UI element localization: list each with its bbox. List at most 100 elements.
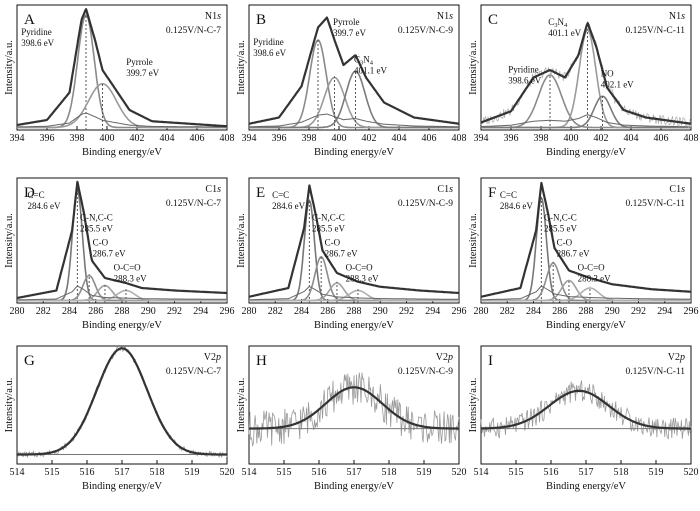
peak-value-label: 398.6 eV <box>253 48 286 58</box>
panel-letter: E <box>256 185 265 201</box>
background-line <box>480 285 691 301</box>
x-tick-label: 282 <box>36 306 51 317</box>
y-axis-label: Intensity/a.u. <box>4 40 15 95</box>
x-tick-label: 520 <box>684 467 699 478</box>
x-tick-label: 517 <box>579 467 594 478</box>
y-axis-label: Intensity/a.u. <box>236 378 247 433</box>
x-tick-label: 394 <box>242 133 257 144</box>
sample-label: 0.125V/N-C-7 <box>166 199 221 209</box>
x-tick-label: 520 <box>452 467 467 478</box>
peak-value-label: 401.1 eV <box>354 66 387 76</box>
plot-frame <box>16 4 228 131</box>
peak-value-label: 288.3 eV <box>578 274 611 284</box>
peak-value-label: 284.6 eV <box>28 201 61 211</box>
panel-letter: B <box>256 12 266 28</box>
peak-name-label: Pyridine <box>21 27 52 37</box>
peak-name-label: C=C <box>500 190 517 200</box>
y-axis-label: Intensity/a.u. <box>468 213 479 268</box>
panel-H: 514 515 516 517 518 519 520 Binding energy/eV In… <box>236 345 467 492</box>
plot-frame <box>480 4 692 131</box>
y-axis-label: Intensity/a.u. <box>4 213 15 268</box>
panel-C: 394 396 398 400 402 404 406 408 Binding energy/e… <box>468 4 699 158</box>
envelope-line <box>16 8 228 128</box>
x-tick-label: 518 <box>150 467 165 478</box>
spectrum-label: N1s <box>205 11 221 22</box>
x-tick-label: 296 <box>220 306 235 317</box>
x-tick-label: 402 <box>594 133 609 144</box>
sample-label: 0.125V/N-C-11 <box>625 367 685 377</box>
panel-letter: I <box>488 353 493 369</box>
x-tick-label: 286 <box>88 306 103 317</box>
x-tick-label: 406 <box>422 133 437 144</box>
raw-data-line <box>480 380 692 440</box>
peak-name-label: C-O <box>557 238 573 248</box>
sample-label: 0.125V/N-C-11 <box>625 199 685 209</box>
background-line <box>481 114 692 128</box>
x-tick-label: 404 <box>392 133 407 144</box>
spectrum-label: V2p <box>436 352 453 363</box>
peak-name-label: C=C <box>28 190 45 200</box>
panel-E: 280 282 284 286 288 290 292 294 296 Binding energ… <box>236 177 467 331</box>
panel-G: 514 515 516 517 518 519 520 Binding energy/eV In… <box>4 345 235 492</box>
peak-name-label: Pyrrole <box>333 17 360 27</box>
background-line <box>248 285 459 301</box>
x-tick-label: 290 <box>141 306 156 317</box>
sample-label: 0.125V/N-C-11 <box>625 26 685 36</box>
spectrum-label: V2p <box>668 352 685 363</box>
peak-component <box>17 83 227 129</box>
sample-label: 0.125V/N-C-9 <box>398 199 453 209</box>
peak-value-label: 288.3 eV <box>114 274 147 284</box>
peak-name-label: C-O <box>93 238 109 248</box>
envelope-line <box>16 180 228 300</box>
peak-name-label: NO <box>601 68 614 78</box>
x-tick-label: 402 <box>362 133 377 144</box>
background-line <box>17 285 227 301</box>
x-tick-label: 294 <box>657 306 672 317</box>
panel-letter: A <box>24 12 35 28</box>
panel-I: 514 515 516 517 518 519 520 Binding energy/eV In… <box>468 345 699 492</box>
x-tick-label: 517 <box>347 467 362 478</box>
raw-data-line <box>248 372 460 447</box>
peak-value-label: 286.7 eV <box>557 249 590 259</box>
x-tick-label: 517 <box>115 467 130 478</box>
x-tick-label: 292 <box>631 306 646 317</box>
x-tick-label: 519 <box>185 467 200 478</box>
x-tick-label: 519 <box>417 467 432 478</box>
x-tick-label: 286 <box>552 306 567 317</box>
peak-name-label: Pyridine <box>508 65 539 75</box>
x-tick-label: 514 <box>10 467 25 478</box>
panel-letter: C <box>488 12 498 28</box>
peak-name-label: C-O <box>325 238 341 248</box>
peak-name-label: C-N,C-C <box>312 213 345 223</box>
peak-component <box>481 287 691 302</box>
x-tick-label: 408 <box>220 133 235 144</box>
x-tick-label: 282 <box>500 306 515 317</box>
panel-A: 394 396 398 400 402 404 406 408 Binding energy/e… <box>4 4 235 158</box>
spectrum-label: C1s <box>669 184 685 195</box>
peak-value-label: 286.7 eV <box>93 249 126 259</box>
panel-F: 280 282 284 286 288 290 292 294 296 Binding energ… <box>468 177 699 331</box>
peak-value-label: 399.7 eV <box>333 28 366 38</box>
x-tick-label: 400 <box>332 133 347 144</box>
peak-name-label: C=C <box>272 190 289 200</box>
spectrum-label: N1s <box>669 11 685 22</box>
x-tick-label: 394 <box>474 133 489 144</box>
peak-value-label: 398.6 eV <box>508 76 541 86</box>
peak-name-label: Pyridine <box>253 37 284 47</box>
plot-frame <box>16 177 228 304</box>
peak-value-label: 285.5 eV <box>312 224 345 234</box>
x-tick-label: 400 <box>564 133 579 144</box>
background-line <box>248 113 460 128</box>
spectrum-label: C1s <box>205 184 221 195</box>
x-tick-label: 516 <box>80 467 95 478</box>
x-tick-label: 292 <box>167 306 182 317</box>
x-tick-label: 280 <box>10 306 25 317</box>
x-tick-label: 398 <box>302 133 317 144</box>
x-tick-label: 284 <box>526 306 541 317</box>
peak-component <box>249 70 459 129</box>
x-tick-label: 404 <box>160 133 175 144</box>
x-tick-label: 516 <box>312 467 327 478</box>
x-tick-label: 400 <box>100 133 115 144</box>
sample-label: 0.125V/N-C-9 <box>398 26 453 36</box>
peak-name-label: O-C=O <box>114 263 142 273</box>
